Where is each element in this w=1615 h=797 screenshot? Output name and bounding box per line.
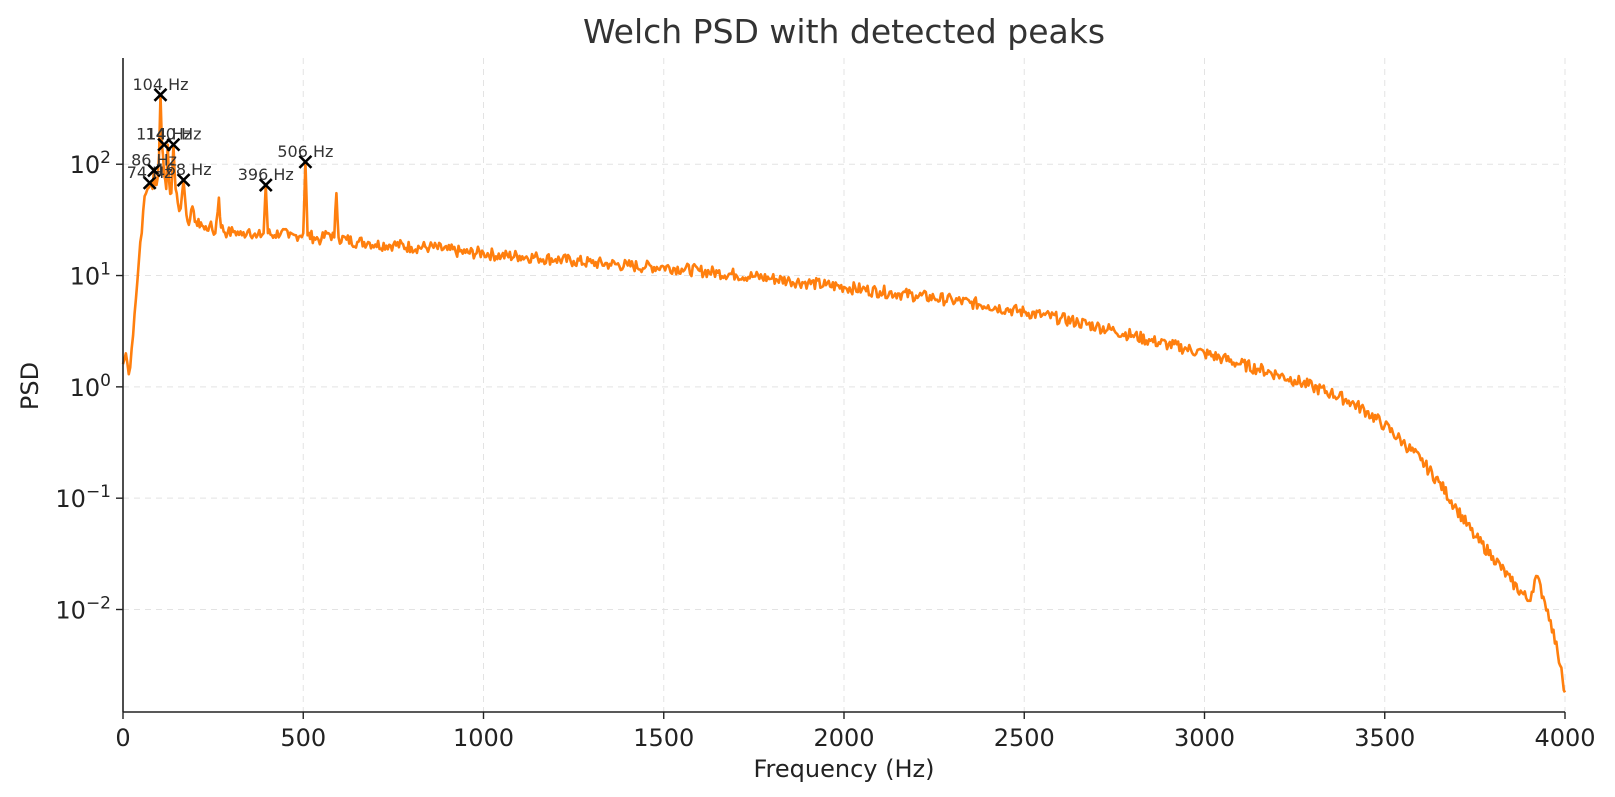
- y-tick-base: 10: [55, 485, 86, 513]
- peak-label: 396 Hz: [238, 165, 294, 184]
- chart-title: Welch PSD with detected peaks: [583, 12, 1105, 51]
- peak-marker: [298, 154, 313, 169]
- x-tick-label: 3500: [1354, 724, 1415, 752]
- peak-marker: [147, 163, 161, 178]
- y-tick-exponent: −1: [86, 482, 111, 502]
- x-axis-label: Frequency (Hz): [754, 755, 935, 783]
- peak-x-stroke: [153, 87, 168, 102]
- peak-x-stroke: [176, 173, 191, 188]
- x-tick-label: 500: [280, 724, 326, 752]
- peak-label: 86 Hz: [131, 150, 177, 169]
- y-axis-label: PSD: [16, 362, 44, 410]
- grid: [122, 58, 1566, 712]
- x-axis-ticks: 0 500 1000 1500 2000 2500 3000 3500 4000: [115, 712, 1596, 752]
- peak-marker: [153, 87, 168, 102]
- x-tick-label: 1500: [633, 724, 694, 752]
- peak-label: 506 Hz: [277, 142, 333, 161]
- peak-label: 74 Hz: [127, 163, 173, 182]
- peak-label: 104 Hz: [132, 75, 188, 94]
- y-tick-label: 100: [70, 371, 111, 402]
- x-tick-label: 4000: [1534, 724, 1595, 752]
- peak-x-stroke: [147, 163, 161, 178]
- y-tick-base: 10: [70, 151, 101, 179]
- y-tick-label: 101: [70, 260, 111, 291]
- peak-marker: [258, 178, 273, 192]
- y-tick-base: 10: [70, 263, 101, 291]
- x-tick-label: 2500: [994, 724, 1055, 752]
- peak-x-stroke: [258, 178, 273, 192]
- y-tick-exponent: 0: [100, 371, 111, 391]
- y-tick-label: 10−2: [55, 593, 111, 624]
- y-tick-label: 10−1: [55, 482, 111, 513]
- peak-label: 168 Hz: [156, 160, 212, 179]
- y-tick-label: 102: [70, 148, 111, 179]
- x-tick-label: 1000: [453, 724, 514, 752]
- y-tick-exponent: 2: [100, 148, 111, 168]
- peak-x-stroke: [298, 154, 313, 169]
- x-tick-label: 0: [115, 724, 130, 752]
- peak-marker: [142, 175, 157, 190]
- peak-marker: [176, 173, 191, 188]
- x-tick-label: 2000: [813, 724, 874, 752]
- psd-series-line: [121, 93, 1567, 694]
- peak-x-stroke: [142, 175, 157, 190]
- y-tick-base: 10: [70, 374, 101, 402]
- peak-label: 140 Hz: [145, 125, 201, 144]
- y-tick-base: 10: [55, 596, 86, 624]
- y-tick-exponent: 1: [100, 260, 111, 280]
- series-layer: [121, 93, 1567, 694]
- peak-marker: [166, 137, 181, 152]
- y-tick-exponent: −2: [86, 593, 111, 613]
- x-tick-label: 3000: [1174, 724, 1235, 752]
- peak-x-stroke: [166, 137, 181, 152]
